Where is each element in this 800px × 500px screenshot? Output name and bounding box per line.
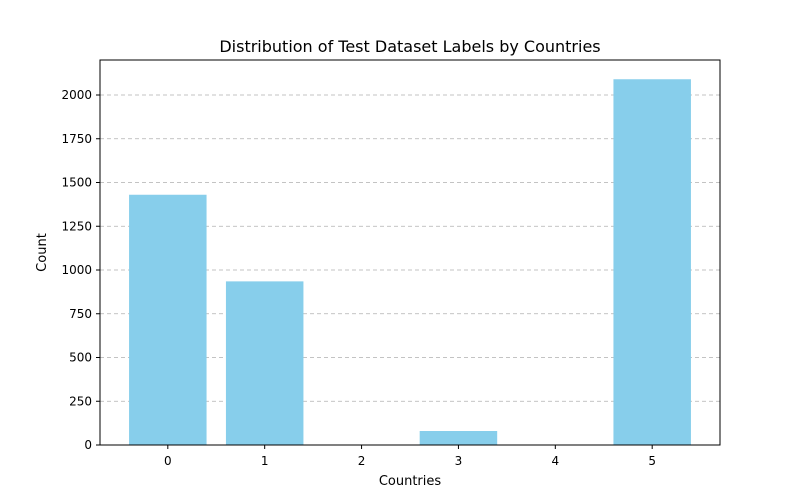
x-tick-label-2: 2 — [358, 454, 366, 468]
y-axis-ticks: 0 250 500 750 1000 1250 1500 1750 2000 — [61, 88, 100, 452]
y-tick-label-1250: 1250 — [61, 219, 92, 233]
bars — [129, 79, 691, 445]
x-tick-label-4: 4 — [551, 454, 559, 468]
x-tick-label-5: 5 — [648, 454, 656, 468]
y-tick-label-250: 250 — [69, 394, 92, 408]
y-tick-label-750: 750 — [69, 307, 92, 321]
x-tick-label-3: 3 — [455, 454, 463, 468]
bar-3 — [419, 431, 498, 445]
bar-1 — [225, 281, 304, 445]
bar-0 — [129, 194, 207, 445]
y-tick-label-1750: 1750 — [61, 132, 92, 146]
plot-frame — [99, 59, 721, 446]
y-tick-label-1500: 1500 — [61, 176, 92, 190]
y-tick-label-2000: 2000 — [61, 88, 92, 102]
x-tick-label-1: 1 — [261, 454, 269, 468]
x-tick-label-0: 0 — [164, 454, 172, 468]
y-axis-label: Count — [35, 233, 50, 272]
y-tick-label-0: 0 — [84, 438, 92, 452]
y-tick-label-1000: 1000 — [61, 263, 92, 277]
x-axis-label: Countries — [379, 474, 442, 489]
x-axis-ticks: 0 1 2 3 4 5 — [164, 445, 656, 468]
grid-lines — [100, 94, 720, 402]
bar-5 — [613, 79, 691, 445]
y-tick-label-500: 500 — [69, 351, 92, 365]
chart-title: Distribution of Test Dataset Labels by C… — [219, 37, 600, 56]
